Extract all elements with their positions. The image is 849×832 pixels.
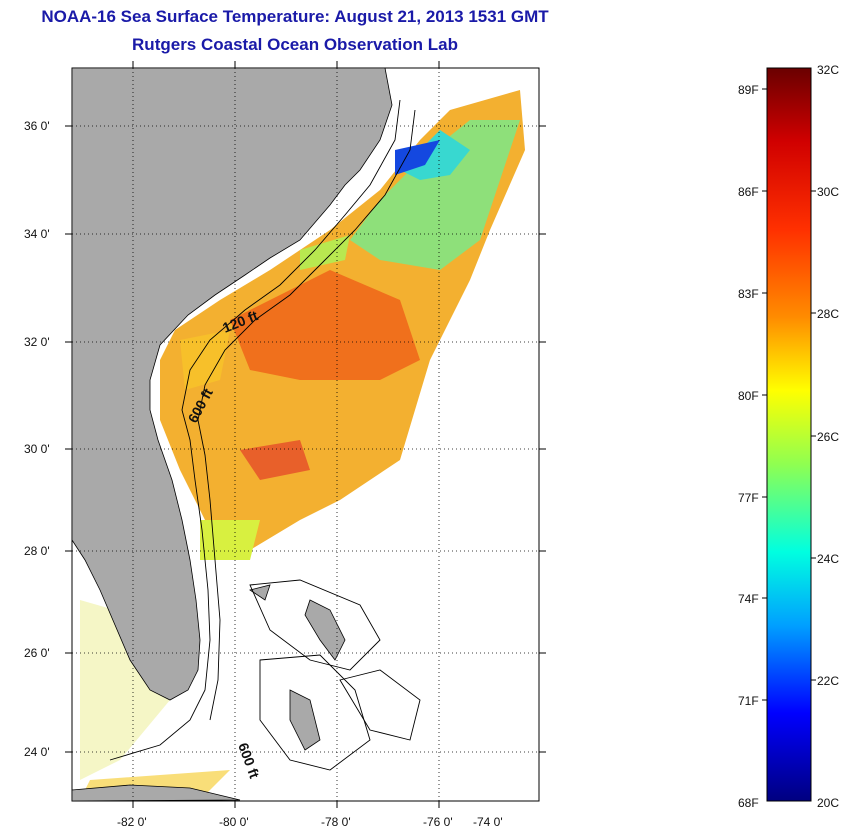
- lon-tick-label: -76 0': [423, 815, 453, 829]
- lat-tick-label: 30 0': [24, 442, 50, 456]
- cuba-land: [72, 784, 241, 801]
- land-mass: [72, 68, 393, 701]
- colorbar-fahrenheit-label: 77F: [738, 491, 759, 505]
- bahamas-islands: [249, 584, 346, 751]
- colorbar-celsius-label: 24C: [817, 552, 839, 566]
- map-title: NOAA-16 Sea Surface Temperature: August …: [41, 7, 549, 26]
- lat-tick-label: 36 0': [24, 119, 50, 133]
- lat-tick-label: 34 0': [24, 227, 50, 241]
- colorbar-ticks: [762, 88, 816, 701]
- colorbar-fahrenheit-label: 89F: [738, 83, 759, 97]
- axis-ticks: [65, 61, 546, 808]
- colorbar-fahrenheit-label: 68F: [738, 796, 759, 810]
- map-subtitle: Rutgers Coastal Ocean Observation Lab: [132, 35, 458, 54]
- lon-tick-label: -80 0': [219, 815, 249, 829]
- lat-tick-label: 28 0': [24, 544, 50, 558]
- colorbar-fahrenheit-label: 74F: [738, 592, 759, 606]
- lon-tick-label: -78 0': [321, 815, 351, 829]
- lat-tick-label: 32 0': [24, 335, 50, 349]
- colorbar-celsius-label: 22C: [817, 674, 839, 688]
- colorbar-fahrenheit-label: 71F: [738, 694, 759, 708]
- bathymetry-contours: [109, 99, 421, 771]
- colorbar-fahrenheit-label: 80F: [738, 389, 759, 403]
- lat-tick-label: 24 0': [24, 745, 50, 759]
- colorbar-celsius-label: 32C: [817, 63, 839, 77]
- lat-tick-label: 26 0': [24, 646, 50, 660]
- colorbar-celsius-label: 26C: [817, 430, 839, 444]
- lon-tick-label: -74 0': [473, 815, 503, 829]
- colorbar-celsius-label: 28C: [817, 307, 839, 321]
- colorbar-fahrenheit-label: 86F: [738, 185, 759, 199]
- temperature-colorbar: [766, 67, 812, 802]
- lon-tick-label: -82 0': [117, 815, 147, 829]
- colorbar-fahrenheit-label: 83F: [738, 287, 759, 301]
- colorbar-celsius-label: 20C: [817, 796, 839, 810]
- colorbar-celsius-label: 30C: [817, 185, 839, 199]
